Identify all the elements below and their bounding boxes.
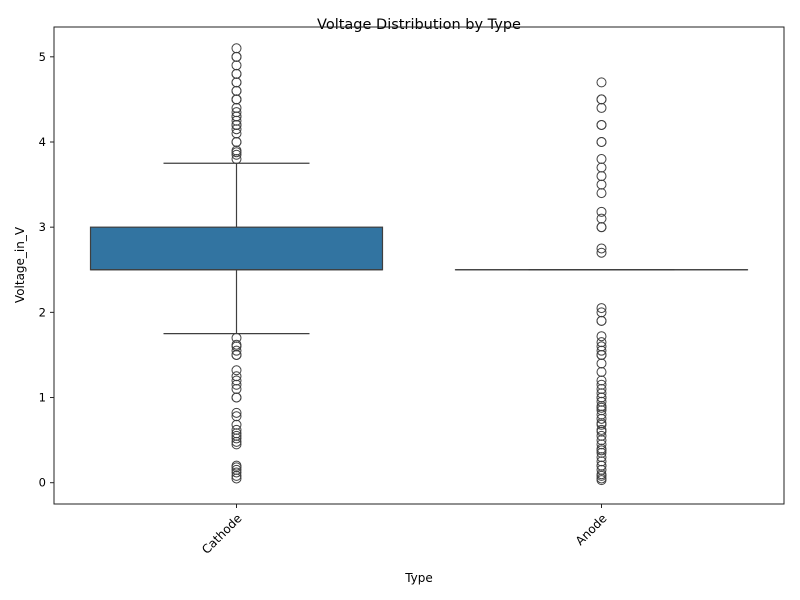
x-axis-label: Type xyxy=(404,571,433,585)
outlier-point xyxy=(596,119,607,130)
outlier-point xyxy=(596,413,607,424)
outlier-point xyxy=(596,162,607,173)
outlier-point xyxy=(231,419,242,430)
outlier-point xyxy=(596,419,607,430)
outlier-point xyxy=(231,349,242,360)
outlier-point xyxy=(231,473,242,484)
outlier-point xyxy=(231,345,242,356)
outlier-point xyxy=(231,43,242,54)
outlier-point xyxy=(596,366,607,377)
outlier-point xyxy=(596,94,607,105)
y-tick-label: 5 xyxy=(39,50,46,64)
outlier-point xyxy=(231,407,242,418)
plot-frame xyxy=(53,26,785,505)
outlier-point xyxy=(231,392,242,403)
outlier-point xyxy=(231,85,242,96)
outlier-point xyxy=(231,439,242,450)
x-tick-label: Cathode xyxy=(199,511,245,557)
outlier-point xyxy=(596,470,607,481)
outlier-point xyxy=(596,154,607,165)
outlier-point xyxy=(231,470,242,481)
outlier-point xyxy=(596,206,607,217)
outlier-point xyxy=(231,124,242,135)
outlier-point xyxy=(596,475,607,486)
x-axis: Cathode Anode xyxy=(199,504,610,557)
box-group-cathode xyxy=(89,43,384,484)
y-tick-label: 0 xyxy=(39,476,46,490)
y-axis-label: Voltage_in_V xyxy=(13,226,27,303)
outlier-point xyxy=(596,315,607,326)
y-tick-label: 4 xyxy=(39,135,46,149)
box-group-anode xyxy=(454,77,749,486)
outlier-point xyxy=(596,303,607,314)
outlier-point xyxy=(231,136,242,147)
outlier-point xyxy=(596,222,607,233)
outlier-point xyxy=(596,331,607,342)
y-axis: 0 1 2 3 4 5 xyxy=(39,50,54,490)
outlier-point xyxy=(596,102,607,113)
outlier-point xyxy=(231,60,242,71)
outlier-point xyxy=(596,179,607,190)
outlier-point xyxy=(231,379,242,390)
y-tick-label: 1 xyxy=(39,391,46,405)
outlier-point xyxy=(596,188,607,199)
outlier-point xyxy=(231,433,242,444)
outlier-point xyxy=(596,358,607,369)
outlier-point xyxy=(596,77,607,88)
outlier-point xyxy=(231,77,242,88)
outlier-point xyxy=(231,436,242,447)
outlier-point xyxy=(231,51,242,62)
outlier-point xyxy=(596,402,607,413)
outlier-point xyxy=(596,345,607,356)
outlier-point xyxy=(596,171,607,182)
outlier-point xyxy=(231,147,242,158)
outlier-point xyxy=(231,154,242,165)
outlier-point xyxy=(231,149,242,160)
plot-area xyxy=(89,43,749,486)
x-tick-label: Anode xyxy=(573,511,610,548)
outlier-point xyxy=(596,136,607,147)
y-tick-label: 3 xyxy=(39,220,46,234)
box-iqr xyxy=(89,226,384,271)
outlier-point xyxy=(231,467,242,478)
outlier-point xyxy=(596,445,607,456)
outlier-point xyxy=(231,365,242,376)
outlier-point xyxy=(596,247,607,258)
outlier-point xyxy=(231,94,242,105)
outlier-point xyxy=(596,213,607,224)
outlier-point xyxy=(596,243,607,254)
outlier-point xyxy=(231,68,242,79)
y-tick-label: 2 xyxy=(39,305,46,319)
chart-title: Voltage Distribution by Type xyxy=(317,17,521,33)
